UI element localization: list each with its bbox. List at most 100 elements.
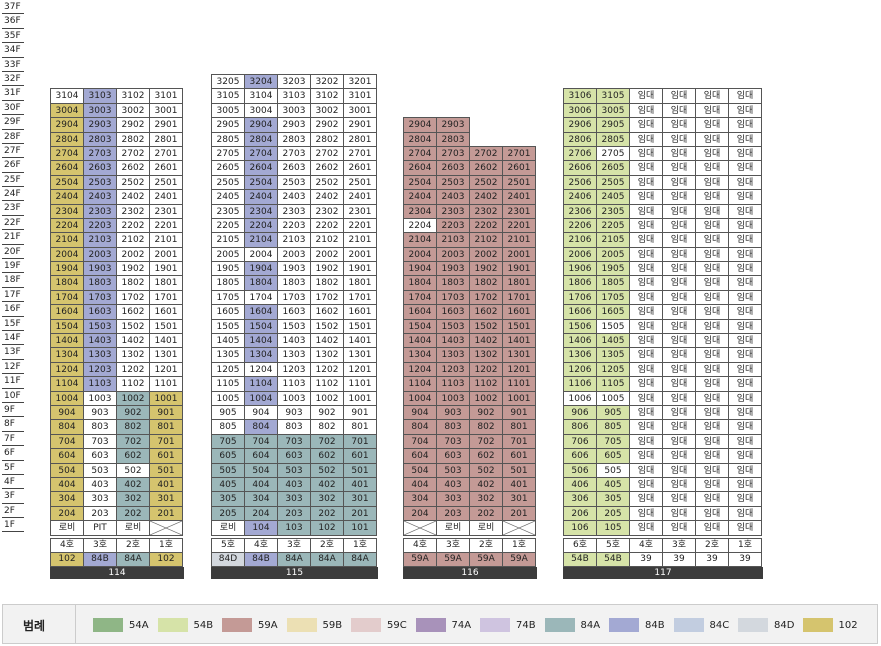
- unit-cell: 2702: [310, 145, 344, 162]
- floor-row: 2906 2905 임대 임대 임대 임대: [563, 117, 762, 133]
- legend-item: 102: [802, 618, 858, 632]
- unit-cell: 602: [116, 448, 150, 464]
- unit-cell: 1706: [563, 289, 597, 306]
- legend-item: 59A: [222, 618, 278, 632]
- unit-cell: 1602: [310, 304, 344, 320]
- unit-cell: 1104: [244, 376, 278, 392]
- unit-cell: 2401: [502, 189, 536, 205]
- unit-cell: 403: [436, 476, 470, 493]
- unit-cell: 504: [244, 462, 278, 478]
- unit-cell: 2806: [563, 131, 597, 147]
- unit-cell: 1303: [83, 347, 117, 363]
- floor-row: 1504 1503 1502 1501: [50, 318, 183, 335]
- unit-cell: 1505: [211, 318, 245, 335]
- unit-cell: 임대: [629, 117, 663, 133]
- unit-cell: 2303: [83, 203, 117, 219]
- unit-cell: 805: [211, 419, 245, 435]
- floor-row: 2504 2503 2502 2501: [403, 174, 536, 191]
- unit-cell: 605: [596, 448, 630, 464]
- unit-cell: 703: [436, 433, 470, 450]
- unit-cell: 1705: [211, 289, 245, 306]
- unit-cell: 401: [343, 476, 377, 493]
- unit-cell: 임대: [695, 203, 729, 219]
- unit-cell: 306: [563, 491, 597, 507]
- unit-number-label: 4호: [244, 538, 278, 553]
- unavailable-cell: [403, 520, 437, 536]
- unit-cell: 임대: [662, 217, 696, 234]
- unit-cell: 2102: [310, 232, 344, 248]
- floor-row: 2604 2603 2602 2601: [403, 160, 536, 176]
- unit-cell: 임대: [728, 491, 762, 507]
- unit-cell: 임대: [629, 419, 663, 435]
- unit-cell: 2001: [502, 246, 536, 263]
- unit-cell: 3001: [343, 102, 377, 119]
- unit-number-label: 2호: [469, 538, 503, 553]
- unit-cell: 임대: [695, 376, 729, 392]
- floor-row: 2606 2605 임대 임대 임대 임대: [563, 160, 762, 176]
- unit-cell: 임대: [695, 289, 729, 306]
- unit-cell: 1501: [502, 318, 536, 335]
- unit-cell: 501: [343, 462, 377, 478]
- unit-cell: 804: [244, 419, 278, 435]
- unit-cell: 2602: [116, 160, 150, 176]
- unit-cell: 206: [563, 505, 597, 522]
- unit-number-label: 1호: [343, 538, 377, 553]
- unit-cell: 2002: [469, 246, 503, 263]
- unit-cell: 2302: [469, 203, 503, 219]
- unit-cell: 임대: [629, 275, 663, 291]
- legend-item: 74A: [415, 618, 471, 632]
- unit-cell: 205: [211, 505, 245, 522]
- unit-cell: 701: [502, 433, 536, 450]
- unit-cell: 2404: [50, 189, 84, 205]
- unit-cell: 2306: [563, 203, 597, 219]
- unit-cell: 2003: [436, 246, 470, 263]
- floor-label: 28F: [2, 130, 24, 144]
- unit-cell: 임대: [728, 189, 762, 205]
- unit-cell: 임대: [728, 333, 762, 349]
- unit-cell: 2501: [502, 174, 536, 191]
- unit-cell: 1101: [343, 376, 377, 392]
- unit-cell: 2205: [211, 217, 245, 234]
- floor-row: 1806 1805 임대 임대 임대 임대: [563, 275, 762, 291]
- unit-cell: 1004: [50, 390, 84, 406]
- unit-cell: 2504: [244, 174, 278, 191]
- unit-cell: 1301: [149, 347, 183, 363]
- unit-cell: 803: [83, 419, 117, 435]
- unit-number-label: 2호: [116, 538, 150, 553]
- unit-cell: 1003: [277, 390, 311, 406]
- unit-cell: 2704: [244, 145, 278, 162]
- floor-label: 19F: [2, 259, 24, 274]
- unit-cell: 205: [596, 505, 630, 522]
- floor-row: 2705 2704 2703 2702 2701: [211, 145, 377, 162]
- unit-cell: 임대: [728, 275, 762, 291]
- floor-row: 1006 1005 임대 임대 임대 임대: [563, 390, 762, 406]
- unit-cell: 임대: [695, 131, 729, 147]
- floor-row: 3004 3003 3002 3001: [50, 102, 183, 119]
- unit-cell: 1803: [277, 275, 311, 291]
- floor-row: 2406 2405 임대 임대 임대 임대: [563, 189, 762, 205]
- unit-cell: 3105: [596, 88, 630, 104]
- unit-cell: 2601: [149, 160, 183, 176]
- legend-item: 84B: [609, 618, 665, 632]
- unit-cell: 2202: [310, 217, 344, 234]
- unit-cell: 2003: [277, 246, 311, 263]
- unit-cell: 임대: [728, 347, 762, 363]
- unit-cell: 1302: [469, 347, 503, 363]
- unit-cell: 1503: [436, 318, 470, 335]
- unit-cell: 2103: [277, 232, 311, 248]
- floor-row: 2104 2103 2102 2101: [50, 232, 183, 248]
- legend-swatch: [738, 618, 768, 632]
- unit-cell: 503: [83, 462, 117, 478]
- legend-label: 84C: [709, 619, 730, 631]
- floor-label: 2F: [2, 504, 24, 519]
- unit-cell: 1504: [403, 318, 437, 335]
- unit-cell: 2902: [310, 117, 344, 133]
- unit-cell: 3202: [310, 74, 344, 90]
- unit-cell: 901: [502, 405, 536, 421]
- unit-cell: 임대: [629, 289, 663, 306]
- unit-cell: 3004: [244, 102, 278, 119]
- unit-cell: 임대: [695, 505, 729, 522]
- unit-cell: 3003: [277, 102, 311, 119]
- unit-cell: 604: [50, 448, 84, 464]
- legend-swatch: [673, 618, 704, 632]
